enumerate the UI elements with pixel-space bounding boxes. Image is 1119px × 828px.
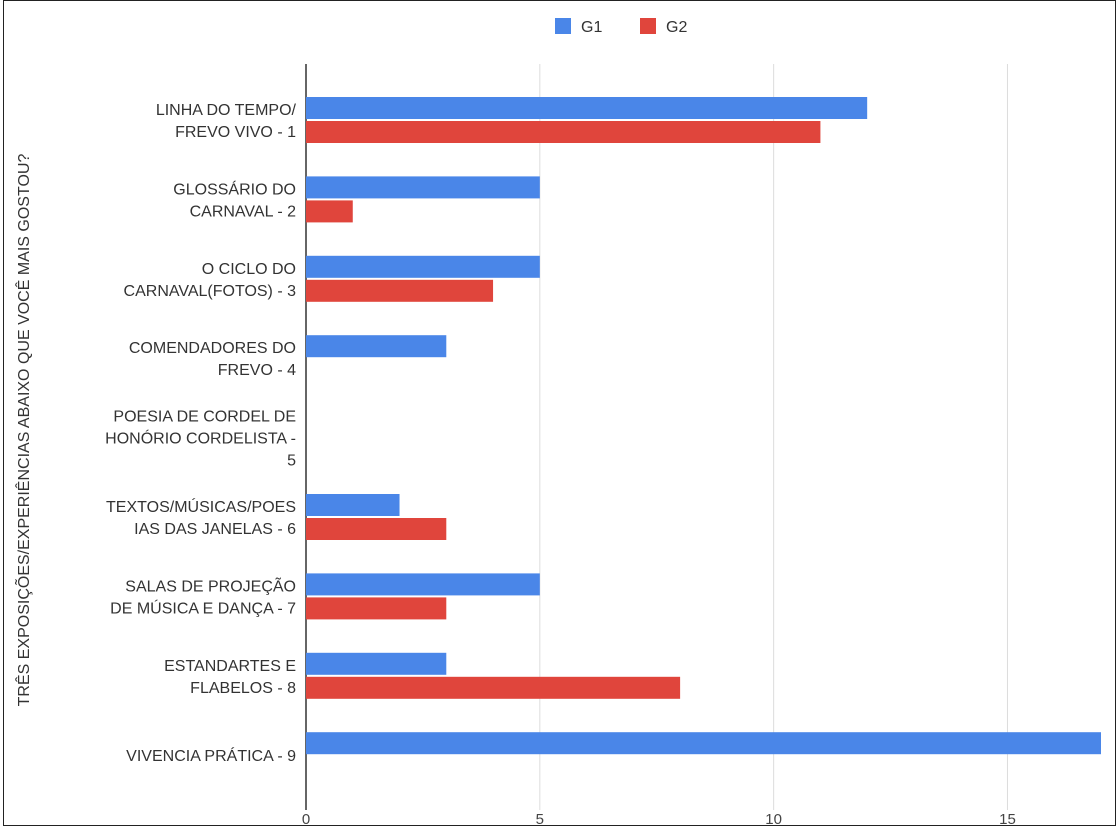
bar-g2-cat7 (306, 597, 447, 620)
bar-g1-cat1 (306, 97, 868, 119)
bar-g1-cat7 (306, 573, 540, 596)
bar-g1-cat8 (306, 652, 447, 675)
legend-label-g1: G1 (581, 19, 602, 36)
category-label-3: O CICLO DO (202, 261, 296, 278)
bar-g1-cat3 (306, 255, 540, 278)
bar-g2-cat6 (306, 518, 447, 540)
category-label-9: VIVENCIA PRÁTICA - 9 (126, 746, 296, 765)
category-label-5: HONÓRIO CORDELISTA - (105, 429, 296, 448)
bar-g1-cat6 (306, 494, 400, 516)
category-label-5: POESIA DE CORDEL DE (113, 409, 296, 426)
legend-swatch-g2 (640, 18, 656, 34)
x-tick-label-5: 5 (536, 811, 544, 828)
x-tick-label-0: 0 (302, 811, 310, 828)
bar-g2-cat2 (306, 200, 353, 223)
category-label-7: SALAS DE PROJEÇÃO (125, 575, 296, 595)
category-label-1: LINHA DO TEMPO/ (156, 102, 297, 119)
x-tick-label-15: 15 (999, 811, 1016, 828)
y-axis-title: TRÊS EXPOSIÇÕES/EXPERIÊNCIAS ABAIXO QUE … (13, 154, 33, 707)
category-label-4: FREVO - 4 (218, 362, 296, 379)
category-label-4: COMENDADORES DO (129, 340, 296, 357)
category-label-8: ESTANDARTES E (164, 658, 296, 675)
category-label-1: FREVO VIVO - 1 (175, 124, 296, 141)
category-label-5: 5 (287, 453, 296, 470)
x-tick-label-10: 10 (765, 811, 782, 828)
category-label-3: CARNAVAL(FOTOS) - 3 (124, 283, 297, 300)
bar-g1-cat2 (306, 176, 540, 199)
category-label-6: IAS DAS JANELAS - 6 (134, 521, 296, 538)
legend-label-g2: G2 (666, 19, 687, 36)
legend-swatch-g1 (555, 18, 571, 34)
category-label-6: TEXTOS/MÚSICAS/POES (106, 497, 296, 516)
category-label-2: GLOSSÁRIO DO (173, 179, 296, 198)
bar-g2-cat1 (306, 121, 821, 143)
category-label-7: DE MÚSICA E DANÇA - 7 (110, 598, 296, 617)
bar-g1-cat9 (306, 732, 1101, 755)
category-label-2: CARNAVAL - 2 (190, 203, 297, 220)
bar-g2-cat8 (306, 676, 681, 699)
bar-g2-cat3 (306, 279, 494, 302)
bar-g1-cat4 (306, 335, 447, 358)
category-label-8: FLABELOS - 8 (190, 680, 296, 697)
